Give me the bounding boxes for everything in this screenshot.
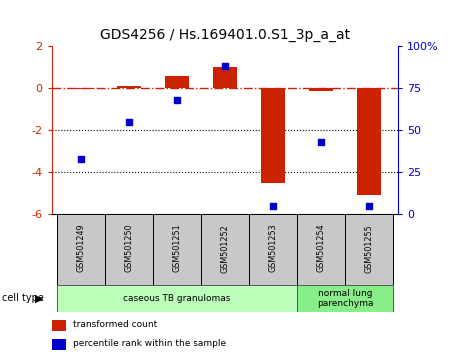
Point <box>270 203 277 209</box>
Bar <box>213 67 237 88</box>
Bar <box>357 88 382 195</box>
Bar <box>117 86 141 88</box>
Text: GSM501250: GSM501250 <box>124 224 133 273</box>
Title: GDS4256 / Hs.169401.0.S1_3p_a_at: GDS4256 / Hs.169401.0.S1_3p_a_at <box>100 28 350 42</box>
Bar <box>57 214 105 285</box>
Text: GSM501255: GSM501255 <box>365 224 374 273</box>
Bar <box>261 88 285 183</box>
Bar <box>297 285 393 312</box>
Point <box>221 63 229 69</box>
Point <box>77 156 84 161</box>
Bar <box>309 88 333 91</box>
Bar <box>52 339 66 350</box>
Point <box>173 97 180 103</box>
Bar <box>165 76 189 88</box>
Point <box>366 203 373 209</box>
Text: transformed count: transformed count <box>72 320 157 329</box>
Bar <box>297 214 345 285</box>
Point <box>125 119 132 125</box>
Text: GSM501252: GSM501252 <box>220 224 230 273</box>
Bar <box>249 214 297 285</box>
Text: GSM501249: GSM501249 <box>76 224 85 273</box>
Text: cell type: cell type <box>2 293 44 303</box>
Bar <box>52 320 66 331</box>
Bar <box>153 214 201 285</box>
Text: GSM501251: GSM501251 <box>172 224 181 273</box>
Text: ▶: ▶ <box>35 293 43 303</box>
Bar <box>68 88 93 89</box>
Text: percentile rank within the sample: percentile rank within the sample <box>72 339 225 348</box>
Bar <box>201 214 249 285</box>
Text: GSM501253: GSM501253 <box>269 224 278 273</box>
Text: GSM501254: GSM501254 <box>317 224 326 273</box>
Bar <box>57 285 297 312</box>
Bar <box>105 214 153 285</box>
Text: caseous TB granulomas: caseous TB granulomas <box>123 294 230 303</box>
Text: normal lung
parenchyma: normal lung parenchyma <box>317 289 374 308</box>
Point <box>318 139 325 145</box>
Bar <box>345 214 393 285</box>
